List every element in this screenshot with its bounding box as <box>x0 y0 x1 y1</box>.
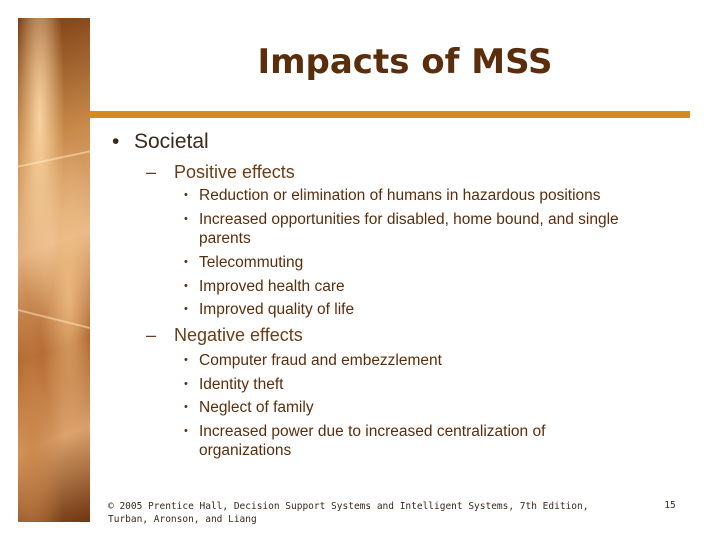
level1-bullet-societal: • Societal <box>112 130 209 154</box>
list-item-text: Computer fraud and embezzlement <box>199 352 442 369</box>
list-item: • Increased opportunities for disabled, … <box>184 210 649 248</box>
list-item-text: Neglect of family <box>199 399 314 416</box>
title-divider <box>90 111 690 118</box>
bullet-icon: • <box>184 401 188 413</box>
list-item-text: Improved health care <box>199 278 345 295</box>
bullet-icon: • <box>184 189 188 201</box>
bullet-icon: • <box>184 425 188 437</box>
negative-heading-text: Negative effects <box>174 325 303 345</box>
bullet-icon: • <box>184 256 188 268</box>
dash-icon: – <box>146 325 157 345</box>
list-item-text: Identity theft <box>199 376 284 393</box>
positive-effects-heading: – Positive effects <box>146 162 295 183</box>
list-item: • Computer fraud and embezzlement <box>184 351 659 370</box>
bullet-icon: • <box>184 354 188 366</box>
negative-effects-heading: – Negative effects <box>146 325 303 346</box>
list-item: • Improved quality of life <box>184 300 659 319</box>
list-item-text: Increased opportunities for disabled, ho… <box>199 211 619 247</box>
dash-icon: – <box>146 162 157 182</box>
level1-text: Societal <box>134 130 209 153</box>
list-item: • Reduction or elimination of humans in … <box>184 186 659 205</box>
bullet-icon: • <box>184 280 188 292</box>
positive-heading-text: Positive effects <box>174 162 295 182</box>
bullet-icon: • <box>184 303 188 315</box>
list-item-text: Reduction or elimination of humans in ha… <box>199 187 601 204</box>
list-item: • Improved health care <box>184 277 659 296</box>
list-item: • Identity theft <box>184 375 659 394</box>
bullet-icon: • <box>112 130 120 153</box>
copyright-footer: © 2005 Prentice Hall, Decision Support S… <box>108 501 589 525</box>
list-item: • Telecommuting <box>184 253 659 272</box>
slide-title: Impacts of MSS <box>257 42 553 82</box>
decorative-side-image <box>18 18 90 522</box>
list-item-text: Telecommuting <box>199 254 304 271</box>
bullet-icon: • <box>184 378 188 390</box>
list-item: • Neglect of family <box>184 398 659 417</box>
list-item: • Increased power due to increased centr… <box>184 422 619 460</box>
page-number: 15 <box>664 500 676 511</box>
list-item-text: Improved quality of life <box>199 301 355 318</box>
bullet-icon: • <box>184 213 188 225</box>
list-item-text: Increased power due to increased central… <box>199 423 546 459</box>
